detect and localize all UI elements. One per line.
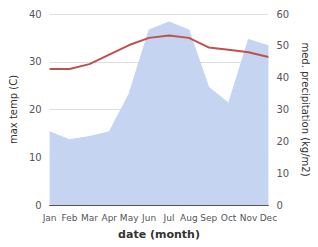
svg-text:0: 0 bbox=[276, 200, 282, 211]
svg-text:Jun: Jun bbox=[141, 213, 156, 223]
svg-text:Apr: Apr bbox=[101, 213, 117, 223]
svg-text:Mar: Mar bbox=[81, 213, 98, 223]
svg-text:May: May bbox=[120, 213, 139, 223]
svg-text:Sep: Sep bbox=[200, 213, 217, 223]
svg-text:Oct: Oct bbox=[221, 213, 237, 223]
svg-text:Aug: Aug bbox=[180, 213, 198, 223]
svg-text:Jan: Jan bbox=[42, 213, 57, 223]
svg-text:med. precipitation (kg/m2): med. precipitation (kg/m2) bbox=[300, 42, 311, 176]
svg-text:date (month): date (month) bbox=[118, 228, 200, 241]
svg-text:60: 60 bbox=[276, 9, 289, 20]
svg-text:Nov: Nov bbox=[240, 213, 258, 223]
svg-text:20: 20 bbox=[29, 104, 42, 115]
svg-text:20: 20 bbox=[276, 136, 289, 147]
svg-text:Dec: Dec bbox=[260, 213, 277, 223]
svg-text:50: 50 bbox=[276, 40, 289, 51]
svg-text:10: 10 bbox=[276, 168, 289, 179]
svg-text:10: 10 bbox=[29, 152, 42, 163]
svg-text:max temp (C): max temp (C) bbox=[8, 75, 19, 144]
svg-text:40: 40 bbox=[29, 9, 42, 20]
svg-text:0: 0 bbox=[35, 200, 41, 211]
svg-text:30: 30 bbox=[29, 56, 42, 67]
svg-text:Jul: Jul bbox=[163, 213, 175, 223]
svg-text:Feb: Feb bbox=[62, 213, 78, 223]
svg-text:30: 30 bbox=[276, 104, 289, 115]
svg-text:40: 40 bbox=[276, 72, 289, 83]
